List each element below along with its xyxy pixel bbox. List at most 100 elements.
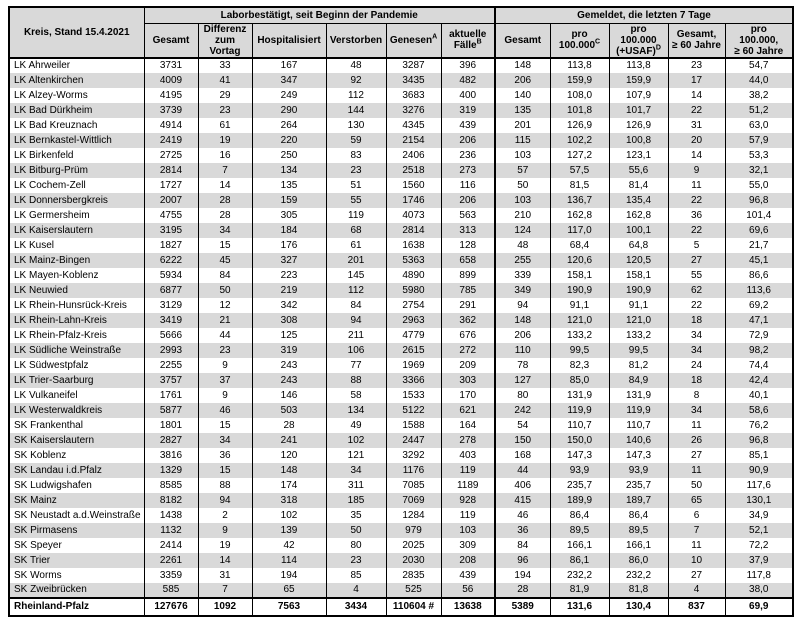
cell-pro-100000-60: 52,1 bbox=[724, 522, 793, 538]
cell-pro-100000-usaf: 110,7 bbox=[608, 417, 668, 433]
district-name: LK Südliche Weinstraße bbox=[8, 342, 144, 358]
cell-gesamt-60: 23 bbox=[667, 57, 725, 73]
cell-verstorben: 102 bbox=[325, 432, 386, 448]
table-row: LK Mainz-Bingen 6222 45 327 201 5363 658 255 120… bbox=[8, 252, 793, 268]
cell-gesamt-7t: 148 bbox=[494, 57, 550, 73]
cell-pro-100000: 102,2 bbox=[549, 132, 609, 148]
cell-gesamt-7t: 339 bbox=[494, 267, 550, 283]
cell-verstorben: 92 bbox=[325, 72, 386, 88]
cell-verstorben: 121 bbox=[325, 447, 386, 463]
cell-verstorben: 112 bbox=[325, 282, 386, 298]
cell-differenz-vortag: 29 bbox=[197, 87, 252, 103]
cell-aktuelle-faelle: 103 bbox=[440, 522, 495, 538]
cell-pro-100000: 120,6 bbox=[549, 252, 609, 268]
cell-pro-100000-60: 47,1 bbox=[724, 312, 793, 328]
column-header-pro-100000: pro 100.000C bbox=[549, 23, 609, 58]
cell-hospitalisiert: 264 bbox=[251, 117, 326, 133]
cell-gesamt: 5877 bbox=[143, 402, 198, 418]
cell-hospitalisiert: 347 bbox=[251, 72, 326, 88]
cell-gesamt: 3757 bbox=[143, 372, 198, 388]
cell-differenz-vortag: 28 bbox=[197, 192, 252, 208]
cell-differenz-vortag: 14 bbox=[197, 177, 252, 193]
cell-verstorben: 144 bbox=[325, 102, 386, 118]
cell-differenz-vortag: 31 bbox=[197, 567, 252, 583]
cell-pro-100000: 81,5 bbox=[549, 177, 609, 193]
cell-gesamt-7t: 103 bbox=[494, 147, 550, 163]
cell-pro-100000: 121,0 bbox=[549, 312, 609, 328]
cell-gesamt-60: 55 bbox=[667, 267, 725, 283]
cell-genesen: 2025 bbox=[385, 537, 441, 553]
cell-aktuelle-faelle: 482 bbox=[440, 72, 495, 88]
cell-gesamt-60: 34 bbox=[667, 327, 725, 343]
cell-pro-100000-usaf: 135,4 bbox=[608, 192, 668, 208]
cell-gesamt-7t: 127 bbox=[494, 372, 550, 388]
table-row: LK Altenkirchen 4009 41 347 92 3435 482 206 159,… bbox=[8, 72, 793, 88]
cell-pro-100000-usaf: 232,2 bbox=[608, 567, 668, 583]
cell-genesen: 2447 bbox=[385, 432, 441, 448]
cell-pro-100000-60: 37,9 bbox=[724, 552, 793, 568]
cell-differenz-vortag: 16 bbox=[197, 147, 252, 163]
cell-gesamt-7t: 78 bbox=[494, 357, 550, 373]
cell-verstorben: 84 bbox=[325, 297, 386, 313]
cell-genesen: 1533 bbox=[385, 387, 441, 403]
column-header-gesamt: Gesamt bbox=[143, 23, 198, 58]
cell-pro-100000: 131,9 bbox=[549, 387, 609, 403]
cell-gesamt: 127676 bbox=[143, 597, 198, 616]
cell-pro-100000-usaf: 158,1 bbox=[608, 267, 668, 283]
cell-pro-100000-60: 21,7 bbox=[724, 237, 793, 253]
cell-gesamt: 1727 bbox=[143, 177, 198, 193]
cell-aktuelle-faelle: 785 bbox=[440, 282, 495, 298]
cell-verstorben: 51 bbox=[325, 177, 386, 193]
cell-pro-100000-60: 69,6 bbox=[724, 222, 793, 238]
cell-gesamt-60: 50 bbox=[667, 477, 725, 493]
cell-genesen: 3366 bbox=[385, 372, 441, 388]
cell-gesamt-60: 20 bbox=[667, 132, 725, 148]
cell-gesamt: 1438 bbox=[143, 507, 198, 523]
table-row: SK Kaiserslautern 2827 34 241 102 2447 278 150 1… bbox=[8, 432, 793, 448]
district-name: LK Alzey-Worms bbox=[8, 87, 144, 103]
cell-gesamt: 8585 bbox=[143, 477, 198, 493]
cell-hospitalisiert: 290 bbox=[251, 102, 326, 118]
cell-gesamt: 1827 bbox=[143, 237, 198, 253]
district-name: LK Vulkaneifel bbox=[8, 387, 144, 403]
cell-pro-100000: 82,3 bbox=[549, 357, 609, 373]
cell-gesamt-60: 62 bbox=[667, 282, 725, 298]
column-header-gesamt-60: Gesamt, ≥ 60 Jahre bbox=[667, 23, 725, 58]
cell-differenz-vortag: 15 bbox=[197, 237, 252, 253]
cell-differenz-vortag: 23 bbox=[197, 342, 252, 358]
cell-differenz-vortag: 28 bbox=[197, 207, 252, 223]
cell-gesamt: 2007 bbox=[143, 192, 198, 208]
cell-gesamt-7t: 57 bbox=[494, 162, 550, 178]
district-name: LK Südwestpfalz bbox=[8, 357, 144, 373]
table-row: LK Südwestpfalz 2255 9 243 77 1969 209 78 82,3 81… bbox=[8, 357, 793, 373]
cell-verstorben: 88 bbox=[325, 372, 386, 388]
cell-pro-100000: 126,9 bbox=[549, 117, 609, 133]
column-header-verstorben: Verstorben bbox=[325, 23, 386, 58]
column-header-pro-100000-60: pro 100.000, ≥ 60 Jahre bbox=[724, 23, 793, 58]
cell-genesen: 2518 bbox=[385, 162, 441, 178]
district-name: LK Trier-Saarburg bbox=[8, 372, 144, 388]
cell-pro-100000-60: 57,9 bbox=[724, 132, 793, 148]
cell-gesamt: 3359 bbox=[143, 567, 198, 583]
cell-hospitalisiert: 174 bbox=[251, 477, 326, 493]
cell-gesamt: 1761 bbox=[143, 387, 198, 403]
cell-aktuelle-faelle: 309 bbox=[440, 537, 495, 553]
cell-gesamt: 2414 bbox=[143, 537, 198, 553]
cell-verstorben: 55 bbox=[325, 192, 386, 208]
cell-gesamt: 4195 bbox=[143, 87, 198, 103]
cell-pro-100000: 99,5 bbox=[549, 342, 609, 358]
cell-gesamt: 1801 bbox=[143, 417, 198, 433]
cell-pro-100000-usaf: 123,1 bbox=[608, 147, 668, 163]
cell-differenz-vortag: 19 bbox=[197, 537, 252, 553]
cell-aktuelle-faelle: 439 bbox=[440, 567, 495, 583]
cell-gesamt: 5666 bbox=[143, 327, 198, 343]
cell-hospitalisiert: 42 bbox=[251, 537, 326, 553]
cell-verstorben: 145 bbox=[325, 267, 386, 283]
cell-hospitalisiert: 243 bbox=[251, 372, 326, 388]
cell-pro-100000: 127,2 bbox=[549, 147, 609, 163]
cell-differenz-vortag: 50 bbox=[197, 282, 252, 298]
cell-gesamt-60: 22 bbox=[667, 102, 725, 118]
cell-pro-100000: 133,2 bbox=[549, 327, 609, 343]
cell-gesamt-60: 5 bbox=[667, 237, 725, 253]
cell-verstorben: 61 bbox=[325, 237, 386, 253]
